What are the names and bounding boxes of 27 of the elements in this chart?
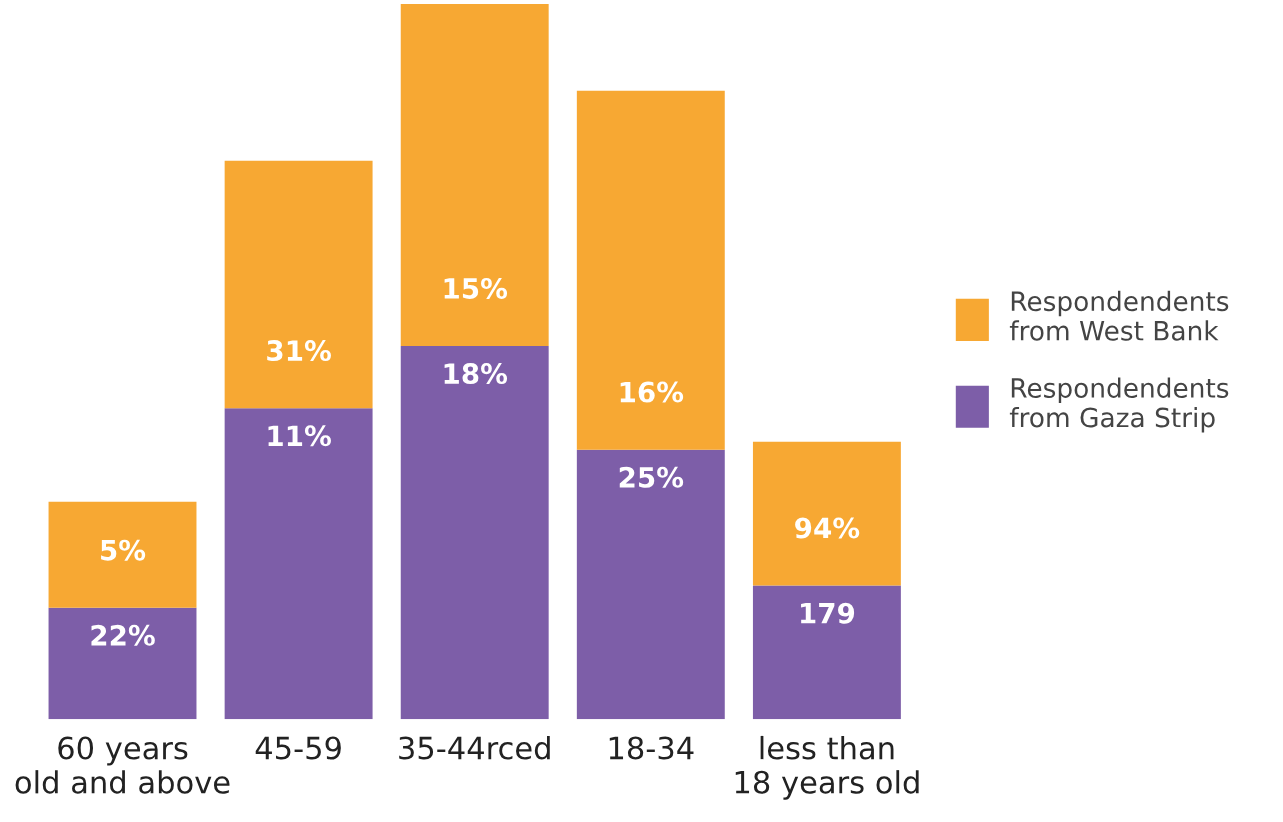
annotation: 5%: [101, 539, 146, 561]
bar: [48, 607, 197, 720]
x-tick-label: 18-34: [609, 736, 694, 760]
annotation: 94%: [795, 517, 860, 539]
x-tick-label: 45-59: [255, 736, 341, 760]
bar: [752, 441, 901, 586]
legend-label: Respondendents from Gaza Strip: [1009, 377, 1229, 433]
annotation: 11%: [268, 425, 331, 447]
bar: [224, 408, 373, 720]
annotation: 15%: [444, 277, 508, 299]
x-tick-label: 35-44rced: [399, 735, 550, 760]
bar: [576, 90, 725, 450]
x-tick-label: less than 18 years old: [735, 735, 919, 800]
annotation: 22%: [91, 624, 155, 646]
bar: [400, 4, 549, 346]
bar: [752, 585, 901, 720]
annotation: 31%: [267, 340, 331, 362]
annotation: 16%: [620, 381, 684, 403]
bar: [576, 449, 725, 720]
annotation: 25%: [619, 466, 684, 488]
annotation: 179: [801, 602, 855, 624]
annotation: 18%: [444, 363, 508, 385]
bar: [224, 160, 373, 409]
legend-label: Respondendents from West Bank: [1009, 290, 1229, 341]
x-tick-label: 60 years old and above: [15, 736, 230, 794]
bar: [400, 345, 549, 720]
bar: [48, 501, 197, 608]
